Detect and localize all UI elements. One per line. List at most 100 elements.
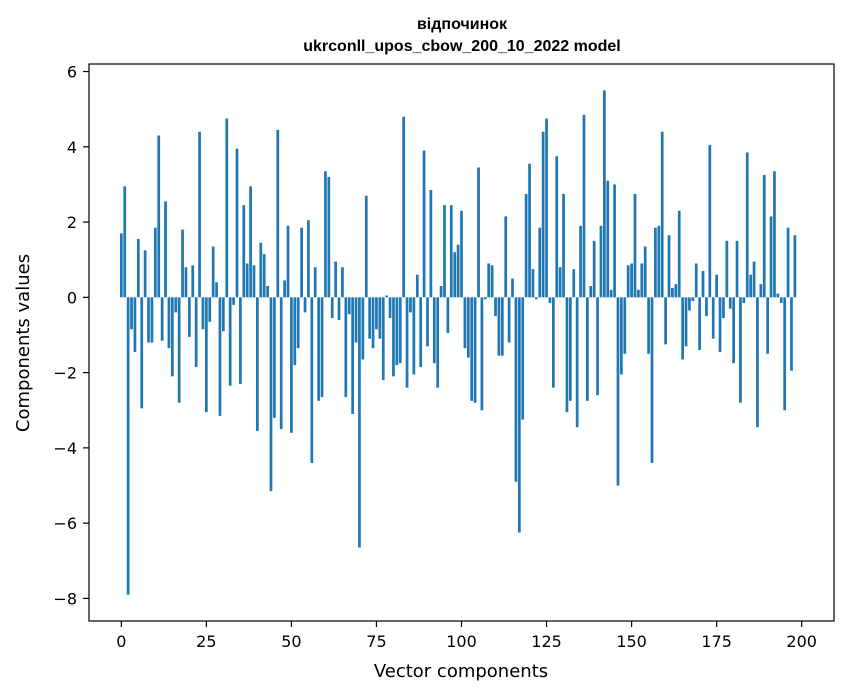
- x-tick-label: 125: [531, 632, 562, 651]
- bar: [640, 263, 644, 298]
- bar: [650, 297, 654, 463]
- y-tick-label: −6: [53, 514, 77, 533]
- x-tick-label: 200: [786, 632, 817, 651]
- bar: [575, 297, 579, 428]
- bar: [177, 297, 181, 403]
- bar: [160, 297, 164, 341]
- bar: [783, 297, 787, 411]
- bar: [647, 297, 650, 354]
- bar: [606, 180, 610, 298]
- bar: [534, 297, 538, 300]
- bar: [569, 297, 572, 401]
- bar: [483, 297, 487, 300]
- bar: [358, 297, 361, 548]
- bar: [130, 297, 133, 330]
- y-tick-label: −4: [53, 439, 77, 458]
- bar: [184, 267, 188, 298]
- y-tick-label: 2: [67, 213, 77, 232]
- bar: [307, 220, 310, 298]
- bar: [320, 297, 324, 398]
- bar: [790, 297, 793, 371]
- bar: [551, 297, 555, 388]
- bar: [477, 167, 480, 298]
- bar: [671, 287, 674, 298]
- bar: [521, 297, 525, 420]
- x-tick-label: 0: [116, 632, 126, 651]
- bar: [378, 297, 382, 339]
- bar: [222, 297, 225, 332]
- bar: [187, 297, 191, 337]
- bar: [432, 297, 436, 364]
- bar: [449, 205, 453, 298]
- bar: [439, 286, 443, 298]
- bar: [334, 261, 337, 298]
- bar: [409, 297, 412, 313]
- bar: [507, 297, 511, 343]
- bar: [732, 297, 736, 364]
- bar: [548, 297, 552, 303]
- chart-subtitle: ukrconll_upos_cbow_200_10_2022 model: [303, 38, 620, 55]
- bar: [167, 297, 171, 349]
- y-tick-label: −8: [53, 589, 77, 608]
- y-tick-label: 4: [67, 138, 77, 157]
- plot-frame: [88, 63, 835, 622]
- bar: [504, 216, 508, 298]
- y-tick-label: 6: [67, 63, 77, 82]
- bar: [756, 297, 759, 428]
- bar: [157, 135, 161, 298]
- bar: [480, 297, 484, 411]
- bar: [453, 252, 457, 298]
- bar: [545, 118, 548, 298]
- bar: [643, 246, 647, 298]
- bar: [657, 225, 661, 298]
- x-tick-label: 175: [701, 632, 732, 651]
- x-tick-label: 150: [616, 632, 647, 651]
- bar: [133, 297, 137, 352]
- bar: [715, 274, 718, 298]
- bar: [616, 297, 620, 486]
- bar: [327, 176, 331, 298]
- bar: [337, 297, 341, 320]
- bar: [497, 297, 501, 356]
- bar: [660, 131, 664, 298]
- bar: [667, 235, 671, 298]
- bar: [245, 263, 249, 298]
- bar: [381, 297, 385, 381]
- bar: [490, 265, 494, 298]
- bar: [524, 193, 528, 298]
- x-tick-label: 75: [366, 632, 386, 651]
- bar: [698, 297, 701, 351]
- bar: [664, 297, 667, 345]
- bar: [375, 297, 378, 330]
- bar: [674, 284, 678, 298]
- bar: [473, 297, 477, 403]
- bar: [201, 297, 205, 330]
- bar: [466, 297, 470, 358]
- bar: [759, 284, 763, 298]
- bar: [269, 297, 273, 492]
- bar: [599, 225, 603, 298]
- bar: [392, 297, 395, 377]
- bar: [402, 116, 406, 298]
- bar: [541, 131, 545, 298]
- bar: [225, 118, 229, 298]
- bar: [603, 90, 606, 298]
- bar: [232, 297, 235, 305]
- bar: [235, 148, 239, 298]
- bar: [572, 269, 576, 298]
- bar: [613, 184, 616, 298]
- bar: [368, 297, 372, 339]
- bar: [262, 254, 266, 298]
- bar: [728, 297, 732, 309]
- bar: [119, 233, 123, 298]
- bar: [198, 131, 201, 298]
- bar: [579, 225, 582, 298]
- x-tick-label: 25: [196, 632, 216, 651]
- bar: [722, 297, 725, 319]
- bar: [191, 265, 195, 298]
- bar: [725, 240, 729, 298]
- bar: [412, 297, 416, 375]
- bar: [769, 216, 773, 298]
- bar: [143, 250, 147, 298]
